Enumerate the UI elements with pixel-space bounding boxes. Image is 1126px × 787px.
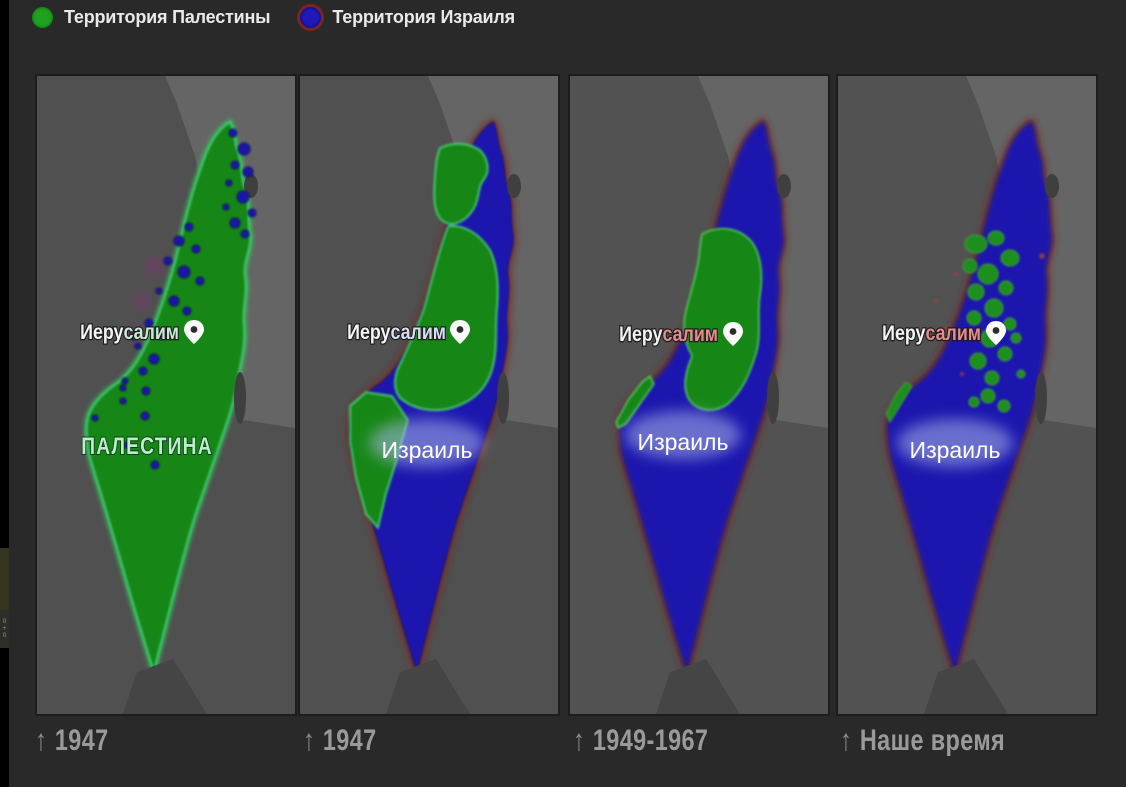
left-edge-olive-segment	[0, 548, 9, 610]
svg-text:Иерусалим: Иерусалим	[882, 322, 981, 346]
label-glow	[369, 419, 485, 467]
map-modern: Иерусалим Израиль	[838, 76, 1096, 714]
city-label-jerusalem: Иерусалим	[881, 321, 982, 347]
palestine-color-swatch	[32, 7, 53, 28]
svg-text:Иерусалим: Иерусалим	[80, 321, 179, 345]
settlement-smudges	[126, 256, 165, 339]
map-panel-1949-1967: Иерусалим Израиль	[568, 74, 830, 716]
city-label-jerusalem: Иерусалим	[346, 320, 447, 346]
legend-item-israel: Территория Израиля	[300, 7, 515, 28]
legend-label-israel: Территория Израиля	[332, 7, 515, 27]
caption-text: Наше время	[859, 724, 1006, 757]
up-arrow-icon: ↑	[840, 724, 853, 757]
panel-caption-1: ↑ 1947	[35, 724, 109, 758]
panel-caption-2: ↑ 1947	[303, 724, 377, 758]
panel-caption-3: ↑ 1949-1967	[573, 724, 708, 758]
left-edge-tick-box: 0 + 0	[0, 610, 9, 648]
palestine-areas	[615, 227, 763, 429]
territory-label: ПАЛЕСТИНА	[80, 431, 213, 460]
up-arrow-icon: ↑	[35, 724, 48, 757]
territory-label: Израиль	[910, 437, 1001, 463]
map-1947-mandate: Иерусалим ПАЛЕСТИНА	[37, 76, 295, 714]
legend-label-palestine: Территория Палестины	[64, 7, 271, 27]
territory-label: Израиль	[638, 429, 729, 455]
israel-color-swatch	[300, 7, 322, 28]
map-panel-modern: Иерусалим Израиль	[836, 74, 1098, 716]
panel-caption-4: ↑ Наше время	[840, 724, 1005, 758]
sea-of-galilee	[777, 174, 791, 198]
sea-of-galilee	[507, 174, 521, 198]
caption-text: 1949-1967	[592, 724, 709, 757]
up-arrow-icon: ↑	[573, 724, 586, 757]
jewish-settlement-dots	[91, 128, 257, 470]
map-panel-1947-mandate: Иерусалим ПАЛЕСТИНА	[35, 74, 297, 716]
city-label-jerusalem: Иерусалим	[79, 320, 180, 346]
sinai-land	[656, 659, 740, 714]
settlement-specks	[934, 253, 1045, 376]
tick-mark: 0	[2, 619, 7, 625]
dead-sea	[1035, 372, 1047, 424]
legend-item-palestine: Территория Палестины	[32, 7, 271, 28]
sea-of-galilee	[244, 174, 258, 198]
left-edge-window-sliver: 0 + 0	[0, 0, 9, 787]
tick-mark: 0	[2, 633, 7, 639]
map-legend: Территория Палестины Территория Израиля	[32, 7, 515, 28]
sinai-land	[924, 659, 1008, 714]
svg-text:ПАЛЕСТИНА: ПАЛЕСТИНА	[81, 432, 213, 460]
map-panel-1947-partition: Иерусалим Израиль	[298, 74, 560, 716]
svg-text:Иерусалим: Иерусалим	[619, 323, 718, 347]
tick-mark: +	[2, 626, 7, 632]
caption-text: 1947	[54, 724, 109, 757]
caption-text: 1947	[322, 724, 377, 757]
territory-label: Израиль	[382, 437, 473, 463]
label-glow	[897, 419, 1013, 467]
up-arrow-icon: ↑	[303, 724, 316, 757]
sinai-land	[123, 659, 207, 714]
sinai-land	[386, 659, 470, 714]
dead-sea	[767, 372, 779, 424]
city-label-jerusalem: Иерусалим	[618, 322, 719, 348]
map-1949-1967: Иерусалим Израиль	[570, 76, 828, 714]
palestine-fragments	[885, 230, 1026, 424]
dead-sea	[497, 372, 509, 424]
svg-text:Иерусалим: Иерусалим	[347, 321, 446, 345]
label-glow	[625, 411, 741, 459]
dead-sea	[234, 372, 246, 424]
map-1947-partition: Иерусалим Израиль	[300, 76, 558, 714]
sea-of-galilee	[1045, 174, 1059, 198]
